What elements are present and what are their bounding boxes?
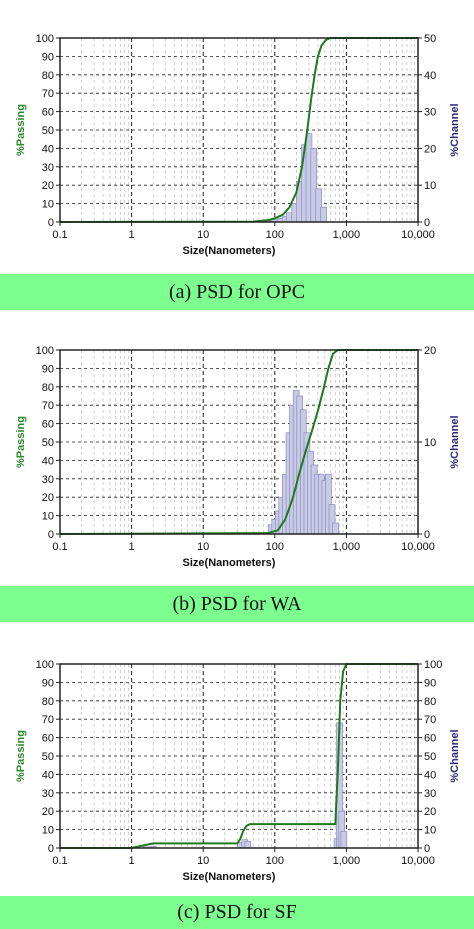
- x-tick-label: 100: [266, 855, 284, 867]
- caption-wa: (b) PSD for WA: [0, 586, 474, 622]
- x-axis-label: Size(Nanometers): [183, 871, 276, 883]
- x-tick-label: 10: [197, 541, 209, 553]
- y-left-tick-label: 10: [42, 825, 54, 837]
- x-tick-label: 10: [197, 229, 209, 241]
- x-axis-label: Size(Nanometers): [183, 245, 276, 257]
- channel-bar: [340, 831, 348, 849]
- x-tick-label: 1: [129, 541, 135, 553]
- y-left-tick-label: 50: [42, 125, 54, 137]
- y-left-tick-label: 60: [42, 733, 54, 745]
- y-right-tick-label: 70: [424, 714, 436, 726]
- x-tick-label: 10,000: [401, 855, 435, 867]
- y-right-axis-label: %Channel: [449, 103, 461, 156]
- y-left-tick-label: 80: [42, 696, 54, 708]
- passing-line: [60, 663, 418, 849]
- y-left-tick-label: 90: [42, 51, 54, 63]
- y-right-tick-label: 20: [424, 345, 436, 357]
- x-tick-label: 1: [129, 855, 135, 867]
- x-tick-label: 100: [266, 229, 284, 241]
- x-tick-label: 0.1: [52, 541, 67, 553]
- y-left-axis-label: %Passing: [15, 104, 27, 156]
- y-left-tick-label: 30: [42, 474, 54, 486]
- y-right-tick-label: 60: [424, 733, 436, 745]
- y-right-tick-label: 20: [424, 806, 436, 818]
- y-right-axis-label: %Channel: [449, 729, 461, 782]
- x-axis-label: Size(Nanometers): [183, 557, 276, 569]
- y-left-tick-label: 50: [42, 437, 54, 449]
- y-right-tick-label: 100: [424, 659, 442, 671]
- y-left-tick-label: 0: [48, 843, 54, 855]
- y-left-tick-label: 30: [42, 162, 54, 174]
- channel-bar: [332, 522, 339, 535]
- y-left-tick-label: 20: [42, 492, 54, 504]
- y-left-tick-label: 40: [42, 143, 54, 155]
- y-left-tick-label: 40: [42, 455, 54, 467]
- passing-line: [59, 349, 418, 535]
- y-left-tick-label: 10: [42, 199, 54, 211]
- x-tick-label: 1,000: [333, 541, 361, 553]
- x-tick-label: 10,000: [401, 229, 435, 241]
- passing-line: [59, 37, 418, 223]
- plot-area: [60, 664, 418, 848]
- y-left-tick-label: 100: [36, 659, 54, 671]
- y-left-tick-label: 0: [48, 217, 54, 229]
- y-left-tick-label: 80: [42, 382, 54, 394]
- y-right-tick-label: 0: [424, 217, 430, 229]
- x-tick-label: 100: [266, 541, 284, 553]
- y-left-tick-label: 60: [42, 107, 54, 119]
- caption-opc: (a) PSD for OPC: [0, 274, 474, 310]
- y-right-tick-label: 50: [424, 751, 436, 763]
- chart-opc: 0 10 20 30 40 50 60 70 80 90 100 0 10 20 30 40 50 0.1 1 10 1…: [15, 33, 461, 257]
- y-right-tick-label: 0: [424, 529, 430, 541]
- x-tick-label: 10,000: [401, 541, 435, 553]
- channel-bar: [320, 206, 327, 223]
- y-left-tick-label: 80: [42, 70, 54, 82]
- y-left-tick-label: 20: [42, 806, 54, 818]
- y-right-tick-label: 10: [424, 825, 436, 837]
- x-tick-label: 0.1: [52, 855, 67, 867]
- y-left-tick-label: 30: [42, 788, 54, 800]
- y-left-tick-label: 70: [42, 400, 54, 412]
- y-left-tick-label: 50: [42, 751, 54, 763]
- x-tick-label: 1: [129, 229, 135, 241]
- y-left-tick-label: 100: [36, 345, 54, 357]
- y-left-tick-label: 0: [48, 529, 54, 541]
- chart-sf: 0 10 20 30 40 50 60 70 80 90 100 0 10 20 30 40 50 60 70 80 9…: [15, 659, 461, 883]
- y-left-axis-label: %Passing: [15, 730, 27, 782]
- y-right-axis-label: %Channel: [449, 415, 461, 468]
- y-right-tick-label: 90: [424, 677, 436, 689]
- y-left-tick-label: 20: [42, 180, 54, 192]
- y-right-tick-label: 30: [424, 788, 436, 800]
- x-tick-label: 0.1: [52, 229, 67, 241]
- y-left-axis-label: %Passing: [15, 416, 27, 468]
- y-right-tick-label: 30: [424, 107, 436, 119]
- x-tick-label: 1,000: [333, 229, 361, 241]
- y-left-tick-label: 10: [42, 511, 54, 523]
- x-tick-label: 10: [197, 855, 209, 867]
- caption-sf: (c) PSD for SF: [0, 896, 474, 929]
- y-left-tick-label: 60: [42, 419, 54, 431]
- y-right-tick-label: 20: [424, 143, 436, 155]
- plot-area: [60, 350, 418, 534]
- y-right-tick-label: 10: [424, 180, 436, 192]
- chart-wa: 0 10 20 30 40 50 60 70 80 90 100 0 10 20 0.1 1 10 100 1,00…: [15, 345, 461, 569]
- y-right-tick-label: 40: [424, 769, 436, 781]
- channel-bar: [244, 841, 252, 849]
- y-right-tick-label: 50: [424, 33, 436, 45]
- y-left-tick-label: 100: [36, 33, 54, 45]
- y-right-tick-label: 80: [424, 696, 436, 708]
- y-left-tick-label: 70: [42, 88, 54, 100]
- y-right-tick-label: 0: [424, 843, 430, 855]
- y-right-tick-label: 10: [424, 437, 436, 449]
- y-left-tick-label: 70: [42, 714, 54, 726]
- y-left-tick-label: 90: [42, 363, 54, 375]
- plot-area: [60, 38, 418, 222]
- x-tick-label: 1,000: [333, 855, 361, 867]
- y-right-tick-label: 40: [424, 70, 436, 82]
- y-left-tick-label: 90: [42, 677, 54, 689]
- y-left-tick-label: 40: [42, 769, 54, 781]
